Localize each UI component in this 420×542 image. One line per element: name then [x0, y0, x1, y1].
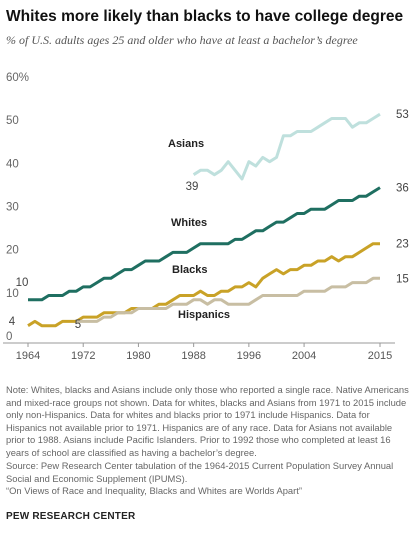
chart-title: Whites more likely than blacks to have c… — [6, 8, 404, 25]
report-title: “On Views of Race and Inequality, Blacks… — [6, 485, 302, 496]
x-tick-label: 1964 — [16, 350, 40, 362]
start-value-asians: 39 — [186, 181, 199, 193]
end-value-blacks: 23 — [396, 239, 409, 251]
series-labels: Asians 39 53 Whites 10 36 Blacks 4 23 Hispanics 5 1… — [9, 109, 409, 331]
chart-subtitle: % of U.S. adults ages 25 and older who h… — [6, 33, 358, 47]
chart-note: Note: Whites, blacks and Asians include … — [6, 384, 409, 458]
y-tick-label: 60% — [6, 72, 29, 84]
x-tick-label: 2004 — [292, 350, 316, 362]
end-value-asians: 53 — [396, 109, 409, 121]
series-name-blacks: Blacks — [172, 264, 207, 276]
series-name-hispanics: Hispanics — [178, 309, 230, 321]
series-line-blacks — [27, 242, 380, 328]
series-line-hispanics — [76, 276, 380, 323]
end-value-hispanics: 15 — [396, 273, 409, 285]
y-tick-label: 20 — [6, 245, 19, 257]
y-tick-label: 10 — [6, 288, 19, 300]
series-line-whites — [28, 186, 381, 302]
x-tick-label: 1988 — [181, 350, 205, 362]
x-tick-label: 1980 — [126, 350, 150, 362]
start-value-hispanics: 5 — [75, 319, 81, 331]
line-chart: 0 10 20 30 40 50 60% 1964 1972 1980 1988 1996 2004 2… — [3, 72, 409, 362]
y-axis: 0 10 20 30 40 50 60% — [6, 72, 29, 343]
x-axis: 1964 1972 1980 1988 1996 2004 2015 — [3, 342, 395, 362]
series-name-whites: Whites — [171, 217, 207, 229]
start-value-blacks: 4 — [9, 316, 16, 328]
end-value-whites: 36 — [396, 183, 409, 195]
series-line-asians — [192, 112, 381, 181]
chart-source: Source: Pew Research Center tabulation o… — [6, 460, 394, 484]
org-name: PEW RESEARCH CENTER — [6, 511, 136, 522]
y-tick-label: 40 — [6, 158, 19, 170]
y-tick-label: 30 — [6, 202, 19, 214]
series-lines — [27, 112, 381, 328]
x-tick-label: 2015 — [368, 350, 392, 362]
y-tick-label: 0 — [6, 331, 12, 343]
y-tick-label: 50 — [6, 115, 19, 127]
x-tick-label: 1972 — [71, 350, 95, 362]
start-value-whites: 10 — [16, 277, 29, 289]
series-name-asians: Asians — [168, 138, 204, 150]
x-tick-label: 1996 — [237, 350, 261, 362]
